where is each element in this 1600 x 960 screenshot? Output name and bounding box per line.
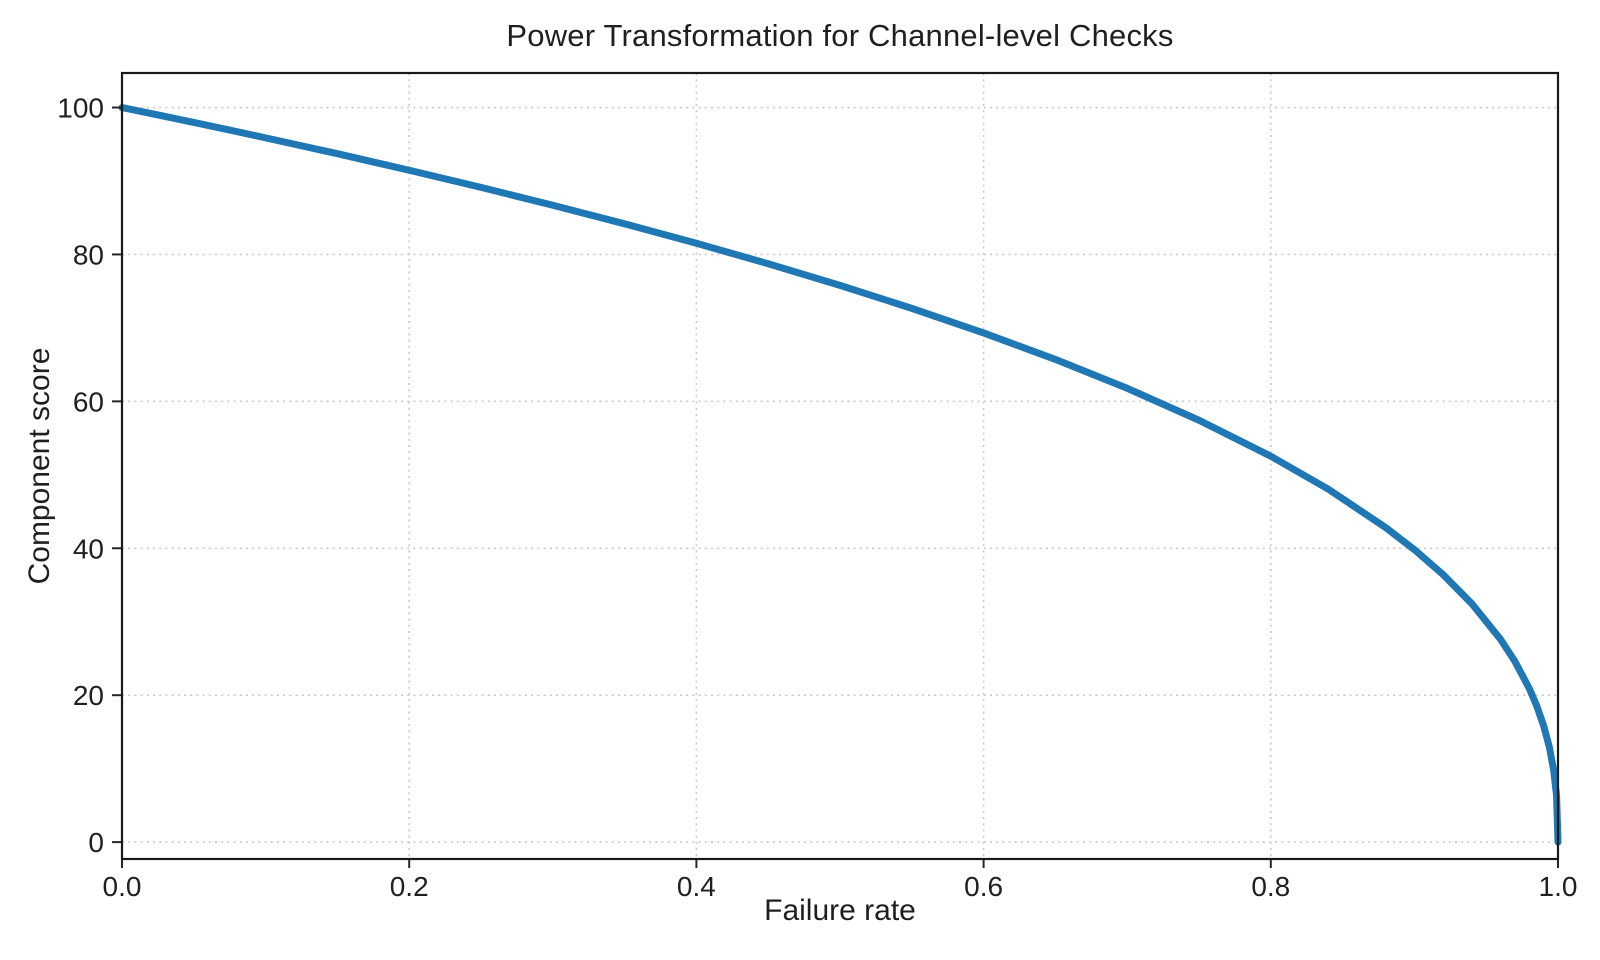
x-tick-label: 0.2 — [390, 871, 429, 902]
x-tick-label: 0.0 — [103, 871, 142, 902]
y-tick-label: 20 — [73, 680, 104, 711]
x-tick-label: 0.4 — [677, 871, 716, 902]
axis-tick-labels: 0.0 0.2 0.4 0.6 0.8 1.0 0 20 40 60 80 100 — [57, 93, 1577, 902]
y-tick-label: 100 — [57, 93, 104, 124]
x-axis-label: Failure rate — [764, 894, 916, 927]
x-tick-label: 0.6 — [964, 871, 1003, 902]
axis-ticks — [112, 106, 1559, 868]
chart-title: Power Transformation for Channel-level C… — [506, 18, 1174, 53]
gridlines — [121, 73, 1559, 859]
data-series-layer — [118, 104, 1562, 846]
y-tick-label: 0 — [88, 827, 104, 858]
y-tick-label: 80 — [73, 239, 104, 270]
x-tick-label: 1.0 — [1539, 871, 1578, 902]
x-tick-label: 0.8 — [1251, 871, 1290, 902]
component-score-curve — [118, 104, 1562, 846]
y-tick-label: 60 — [73, 386, 104, 417]
y-axis-label: Component score — [23, 347, 56, 585]
plot-border — [120, 71, 1560, 861]
y-tick-label: 40 — [73, 533, 104, 564]
